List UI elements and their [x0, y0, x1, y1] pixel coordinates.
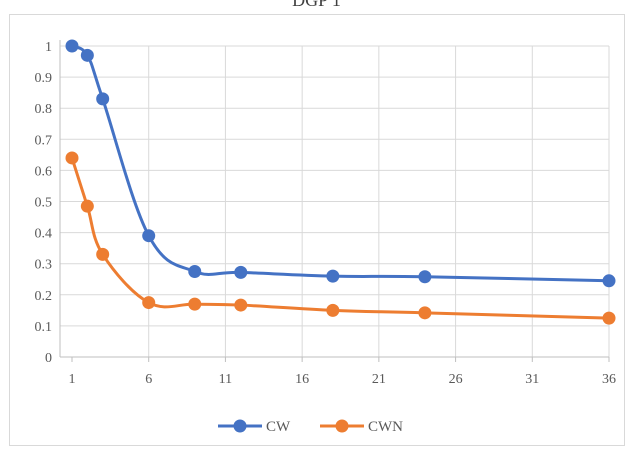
data-point [142, 296, 156, 310]
x-tick-label: 31 [525, 372, 539, 387]
series-cwn [65, 151, 616, 325]
data-point [80, 48, 94, 62]
data-point [234, 265, 248, 279]
y-tick-label: 0.1 [35, 320, 53, 335]
data-point [602, 311, 616, 325]
data-point [65, 151, 79, 165]
data-point [234, 298, 248, 312]
data-point [602, 274, 616, 288]
legend-label: CW [266, 419, 291, 435]
data-point [326, 269, 340, 283]
y-tick-label: 0.5 [35, 196, 53, 211]
series-line [71, 44, 610, 283]
y-tick-label: 0.6 [35, 164, 53, 179]
x-tick-label: 1 [69, 372, 76, 387]
axes [59, 40, 609, 358]
series-cw [65, 39, 616, 288]
data-point [326, 303, 340, 317]
y-tick-label: 0.2 [35, 289, 53, 304]
data-point [188, 264, 202, 278]
x-axis-ticks: 1 6 11 16 21 26 31 36 [69, 357, 616, 387]
legend-marker [335, 419, 349, 433]
data-point [80, 199, 94, 213]
chart-title: DGP 1 [292, 0, 341, 10]
y-axis-ticks: 0 0.1 0.2 0.3 0.4 0.5 0.6 0.7 0.8 0.9 1 [35, 40, 53, 366]
legend-label: CWN [368, 419, 403, 435]
legend-item-cw: CW [218, 419, 291, 435]
y-tick-label: 0 [45, 351, 52, 366]
data-point [96, 92, 110, 106]
y-tick-label: 0.4 [35, 227, 53, 242]
data-point [96, 247, 110, 261]
x-tick-label: 11 [219, 372, 232, 387]
legend: CW CWN [218, 419, 403, 435]
grid-lines [60, 45, 610, 357]
y-tick-label: 0.7 [35, 133, 53, 148]
y-tick-label: 0.3 [35, 258, 53, 273]
x-tick-label: 26 [449, 372, 463, 387]
x-tick-label: 36 [602, 372, 616, 387]
y-tick-label: 0.9 [35, 71, 53, 86]
x-tick-label: 16 [295, 372, 309, 387]
data-point [188, 297, 202, 311]
data-point [65, 39, 79, 53]
legend-marker [233, 419, 247, 433]
y-tick-label: 0.8 [35, 102, 53, 117]
chart-frame [9, 14, 625, 446]
x-tick-label: 6 [145, 372, 152, 387]
series-layer [65, 39, 616, 325]
data-point [418, 306, 432, 320]
legend-item-cwn: CWN [320, 419, 403, 435]
x-tick-label: 21 [372, 372, 386, 387]
data-point [142, 229, 156, 243]
data-point [418, 270, 432, 284]
y-tick-label: 1 [45, 40, 52, 55]
